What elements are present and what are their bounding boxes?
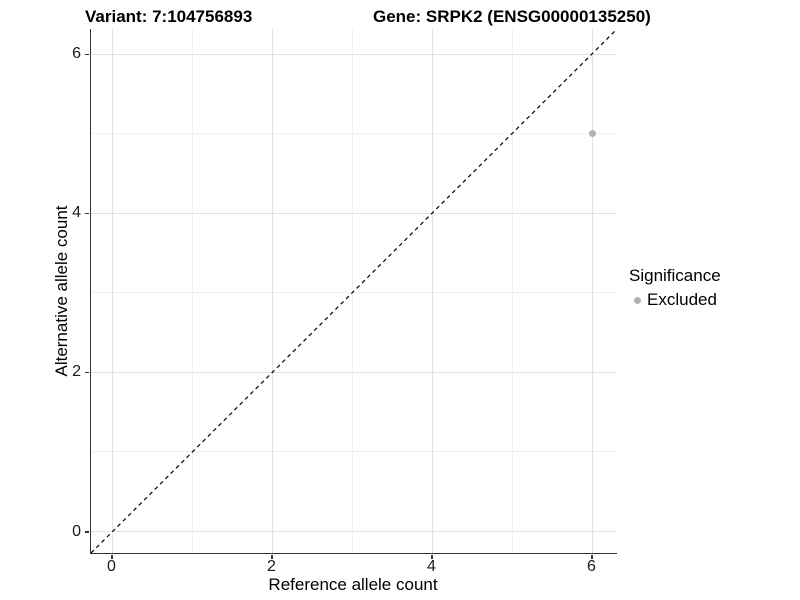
x-tick-label: 0 <box>107 558 116 575</box>
y-tick-label: 4 <box>72 204 81 222</box>
identity-line-layer <box>91 29 617 553</box>
plot-panel <box>90 29 617 554</box>
y-tick-label: 2 <box>72 363 81 381</box>
x-tick-mark <box>271 554 273 559</box>
plot-title-variant: Variant: 7:104756893 <box>85 7 253 26</box>
y-axis-title: Alternative allele count <box>52 205 71 377</box>
legend-item-label: Excluded <box>647 290 717 309</box>
x-tick-label: 2 <box>267 558 276 575</box>
y-tick-mark <box>85 53 89 55</box>
y-tick-mark <box>85 371 89 374</box>
legend-items: Excluded <box>629 290 721 310</box>
x-axis-title: Reference allele count <box>268 575 438 594</box>
y-tick-mark <box>85 212 89 215</box>
data-point <box>589 130 596 138</box>
legend-key-dot <box>634 296 641 304</box>
y-tick-mark <box>85 531 89 533</box>
legend: Significance Excluded <box>629 266 721 310</box>
legend-item: Excluded <box>629 290 721 310</box>
x-tick-label: 6 <box>587 558 596 575</box>
legend-title: Significance <box>629 266 721 285</box>
x-tick-mark <box>591 554 593 559</box>
y-tick-label: 6 <box>72 45 81 62</box>
x-tick-mark <box>111 554 113 559</box>
x-tick-label: 4 <box>427 558 436 575</box>
y-tick-label: 0 <box>72 522 81 540</box>
identity-dashed-line <box>91 29 617 553</box>
plot-title-gene: Gene: SRPK2 (ENSG00000135250) <box>373 7 651 26</box>
x-tick-mark <box>431 554 433 559</box>
